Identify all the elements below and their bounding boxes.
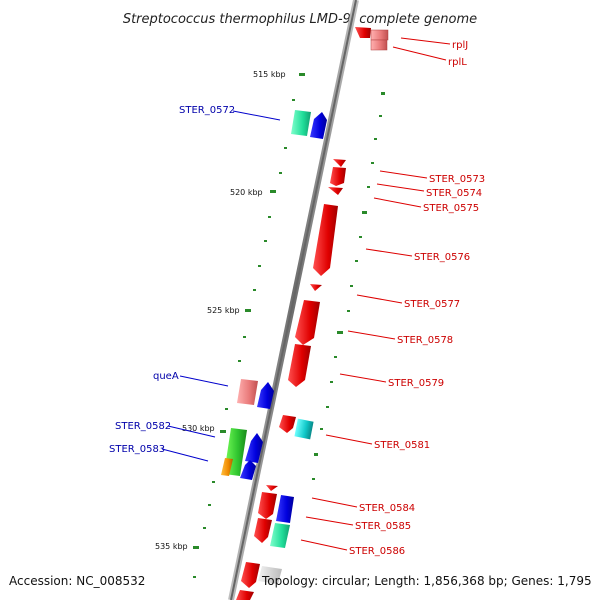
forward-strand-labels — [161, 110, 281, 462]
gene-rplL — [370, 39, 388, 51]
forward-strand-features — [221, 110, 327, 480]
gene-STER_0572-mint — [291, 110, 311, 136]
gene-bottom-red — [236, 590, 254, 600]
label-STER_0583: STER_0583 — [109, 444, 165, 455]
gene-rplJ — [370, 29, 389, 41]
gene-STER_0584-tip — [266, 485, 278, 491]
gene-STER_0585 — [254, 518, 272, 543]
gene-STER_0577 — [310, 284, 322, 291]
gene-STER_0585-mint — [270, 523, 290, 548]
tick-515-kbp: 515 kbp — [253, 70, 286, 79]
label-STER_0582: STER_0582 — [115, 421, 171, 432]
label-STER_0578: STER_0578 — [397, 335, 453, 346]
label-STER_0575: STER_0575 — [423, 203, 479, 214]
gene-STER_0586-grey — [258, 566, 282, 584]
label-STER_0584: STER_0584 — [359, 503, 415, 514]
inner-ruler — [193, 73, 305, 578]
label-STER_0572: STER_0572 — [179, 105, 235, 116]
outer-ruler — [312, 92, 385, 480]
tick-530-kbp: 530 kbp — [182, 424, 215, 433]
label-STER_0585: STER_0585 — [355, 521, 411, 532]
gene-STER_0579 — [288, 344, 311, 387]
gene-STER_0583-orange — [221, 458, 233, 476]
label-rplL: rplL — [448, 57, 467, 68]
genome-backbone-highlight — [230, 0, 357, 600]
reverse-strand-features — [236, 27, 389, 600]
tick-535-kbp: 535 kbp — [155, 542, 188, 551]
label-STER_0579: STER_0579 — [388, 378, 444, 389]
reverse-strand-labels — [300, 37, 451, 551]
gene-rplJ-arrow — [355, 27, 371, 38]
label-STER_0574: STER_0574 — [426, 188, 482, 199]
tick-525-kbp: 525 kbp — [207, 306, 240, 315]
gene-STER_0576 — [313, 204, 338, 276]
label-queA: queA — [153, 371, 179, 382]
gene-queA-pink — [237, 379, 258, 405]
gene-STER_0582 — [245, 433, 263, 463]
label-STER_0577: STER_0577 — [404, 299, 460, 310]
gene-STER_0584 — [258, 492, 277, 519]
label-STER_0586: STER_0586 — [349, 546, 405, 557]
gene-STER_0583 — [240, 460, 256, 480]
topology-text: Topology: circular; Length: 1,856,368 bp… — [261, 574, 592, 588]
map-title: Streptococcus thermophilus LMD-9, comple… — [123, 12, 477, 27]
gene-STER_0581-cyan — [294, 418, 314, 440]
label-STER_0573: STER_0573 — [429, 174, 485, 185]
gene-queA — [257, 382, 274, 409]
kbp-ticks: 515 kbp 520 kbp 525 kbp 530 kbp 535 kbp — [155, 70, 286, 551]
gene-STER_0581 — [279, 415, 296, 433]
reverse-strand-label-text: rplJ rplL STER_0573 STER_0574 STER_0575 … — [349, 40, 485, 557]
gene-STER_0574 — [330, 167, 346, 186]
label-STER_0576: STER_0576 — [414, 252, 470, 263]
gene-STER_0584-blue — [276, 495, 294, 523]
gene-STER_0573 — [333, 159, 346, 167]
label-STER_0581: STER_0581 — [374, 440, 430, 451]
accession-text: Accession: NC_008532 — [9, 574, 145, 588]
gene-STER_0586 — [241, 562, 260, 588]
label-rplJ: rplJ — [452, 40, 468, 51]
gene-STER_0572 — [310, 112, 327, 139]
tick-520-kbp: 520 kbp — [230, 188, 263, 197]
forward-strand-label-text: STER_0572 queA STER_0582 STER_0583 — [109, 105, 235, 455]
gene-STER_0578 — [295, 300, 320, 345]
gene-STER_0575 — [328, 187, 343, 195]
